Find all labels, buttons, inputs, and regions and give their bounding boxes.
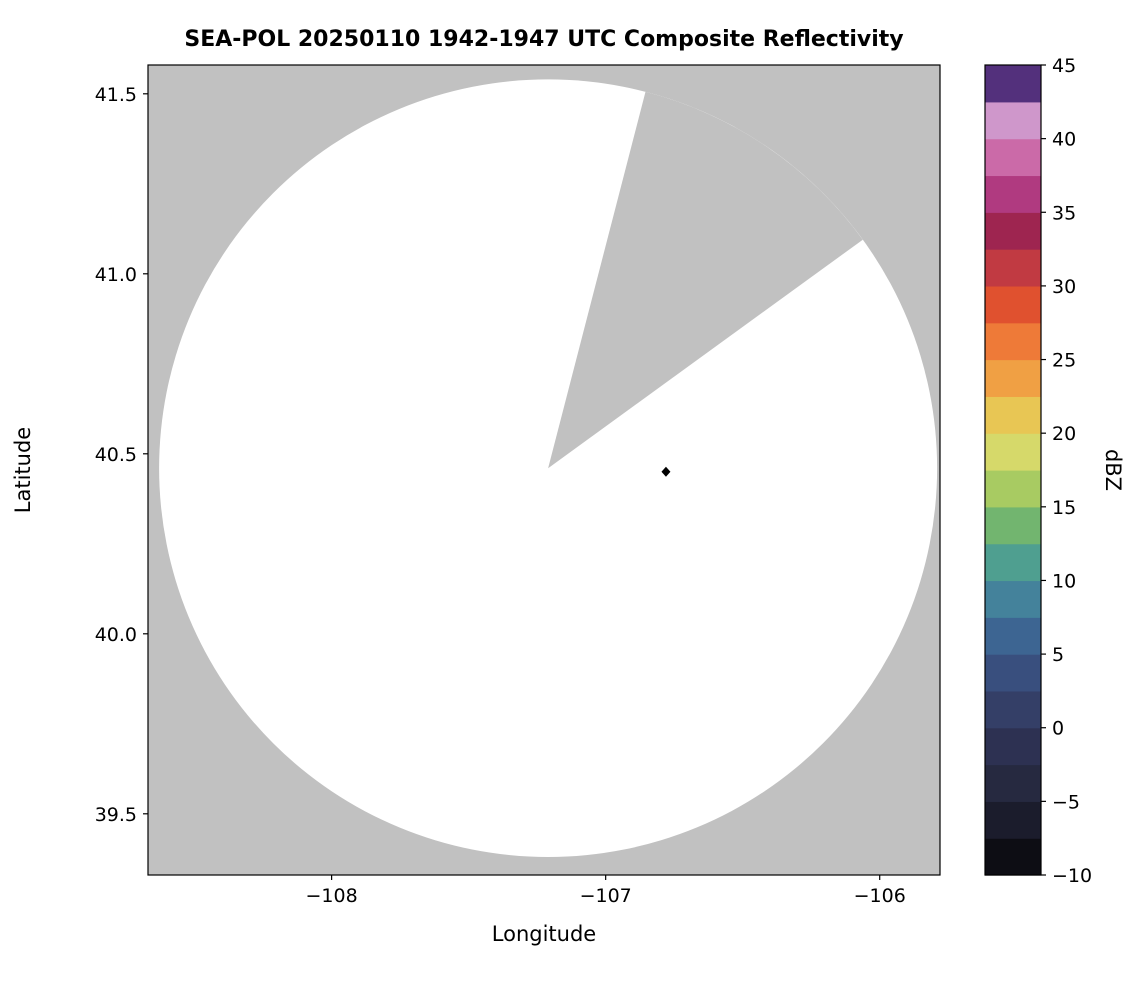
plot-frame <box>147 64 941 876</box>
colorbar-segment <box>985 101 1041 140</box>
colorbar-tick-label: 45 <box>1052 55 1076 77</box>
colorbar-segment <box>985 543 1041 582</box>
colorbar-tick-label: 15 <box>1052 497 1076 519</box>
y-tick-label: 40.5 <box>95 444 137 466</box>
colorbar-segment <box>985 580 1041 618</box>
colorbar-frame <box>984 64 1042 876</box>
chart-title: SEA-POL 20250110 1942-1947 UTC Composite… <box>184 27 903 52</box>
colorbar-segment <box>985 396 1041 434</box>
colorbar-tick-label: 25 <box>1052 350 1076 372</box>
colorbar-tick-label: −5 <box>1052 791 1080 813</box>
x-tick-label: −107 <box>580 885 632 907</box>
colorbar-segment <box>985 617 1041 655</box>
colorbar-segment <box>985 506 1041 545</box>
colorbar-segment <box>985 65 1041 103</box>
colorbar-segment <box>985 801 1041 839</box>
plot-area: −108 −107 −106 39.5 40.0 40.5 41.0 41.5 <box>95 64 941 907</box>
colorbar-segment <box>985 764 1041 802</box>
x-axis-label: Longitude <box>492 922 596 946</box>
blocked-sector-wedge <box>548 91 863 469</box>
radar-site-marker <box>661 466 671 477</box>
y-tick-label: 41.5 <box>95 84 137 106</box>
colorbar-tick-label: 30 <box>1052 276 1076 298</box>
colorbar-segment <box>985 322 1041 361</box>
colorbar-label: dBZ <box>1101 449 1125 491</box>
colorbar-segment <box>985 470 1041 508</box>
y-tick-label: 39.5 <box>95 804 137 826</box>
colorbar-tick-label: 20 <box>1052 423 1076 445</box>
colorbar: 45 40 35 30 25 20 15 10 5 0 −5 −10 <box>984 55 1092 887</box>
x-tick-label: −106 <box>854 885 906 907</box>
colorbar-tick-label: 5 <box>1052 644 1064 666</box>
colorbar-segment <box>985 690 1041 729</box>
y-tick-label: 40.0 <box>95 624 137 646</box>
colorbar-tick-label: 35 <box>1052 202 1076 224</box>
colorbar-tick-label: 10 <box>1052 570 1076 592</box>
colorbar-segment <box>985 654 1041 692</box>
y-tick-label: 41.0 <box>95 264 137 286</box>
colorbar-tick-label: 40 <box>1052 129 1076 151</box>
colorbar-segment <box>985 212 1041 250</box>
colorbar-segment <box>985 359 1041 397</box>
colorbar-segment <box>985 175 1041 213</box>
y-axis-label: Latitude <box>11 427 35 513</box>
colorbar-segment <box>985 249 1041 287</box>
colorbar-segment <box>985 838 1041 876</box>
colorbar-segment <box>985 433 1041 471</box>
colorbar-tick-label: −10 <box>1052 865 1092 887</box>
colorbar-segment <box>985 138 1041 177</box>
colorbar-segment <box>985 285 1041 324</box>
x-tick-label: −108 <box>306 885 358 907</box>
colorbar-segment <box>985 727 1041 766</box>
colorbar-tick-label: 0 <box>1052 718 1064 740</box>
